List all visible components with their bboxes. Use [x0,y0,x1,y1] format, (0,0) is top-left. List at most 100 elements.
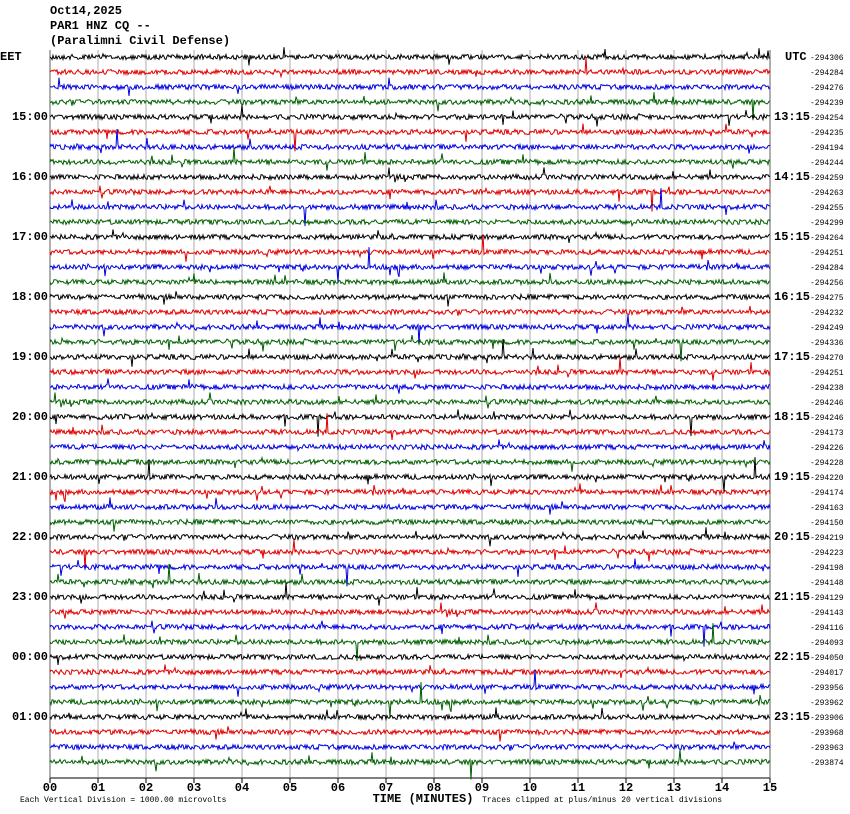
left-time-label: 23:00 [12,590,48,604]
trace-offset: -294239 [810,99,844,108]
left-zone: EET [0,50,22,64]
trace-offset: -294143 [810,609,844,618]
trace [49,682,771,718]
trace-offset: -294163 [810,504,844,513]
trace-offset: -293962 [810,699,844,708]
trace [49,652,771,665]
trace-offset: -294251 [810,249,844,258]
trace [49,664,771,678]
trace-offset: -294017 [810,669,844,678]
trace [49,146,771,171]
trace [49,392,771,409]
trace-offset: -294223 [810,549,844,558]
x-axis-label: TIME (MINUTES) [373,792,474,806]
trace [49,123,771,152]
trace-offset: -294226 [810,444,844,453]
trace-offset: -294251 [810,369,844,378]
right-zone: UTC [785,50,807,64]
trace-offset: -294284 [810,264,844,273]
trace [49,602,771,619]
trace [49,291,771,307]
trace-offset: -294148 [810,579,844,588]
scale-note: Each Vertical Division = 1000.00 microvo… [20,796,227,805]
trace [49,726,771,742]
right-time-label: 22:15 [774,650,810,664]
left-time-label: 16:00 [12,170,48,184]
trace-offset: -294174 [810,489,844,498]
trace [49,409,771,437]
right-time-label: 17:15 [774,350,810,364]
right-time-label: 19:15 [774,470,810,484]
trace-offset: -293874 [810,759,844,768]
left-time-label: 21:00 [12,470,48,484]
trace [49,188,771,227]
trace-offset: -294150 [810,519,844,528]
trace [49,104,771,127]
right-time-label: 16:15 [774,290,810,304]
trace [49,272,771,287]
left-time-label: 00:00 [12,650,48,664]
trace-offset: -294244 [810,159,844,168]
left-time-label: 01:00 [12,710,48,724]
trace [49,455,771,472]
trace-offset: -294050 [810,654,844,663]
trace-offset: -294255 [810,204,844,213]
trace-offset: -294276 [810,84,844,93]
trace-offset: -294173 [810,429,844,438]
right-time-label: 14:15 [774,170,810,184]
right-time-label: 18:15 [774,410,810,424]
trace [49,483,771,503]
x-tick-label: 13 [667,781,681,795]
trace [49,167,771,183]
trace [49,749,771,780]
right-time-label: 23:15 [774,710,810,724]
trace [49,185,771,212]
trace-offset: -293968 [810,729,844,738]
right-time-label: 15:15 [774,230,810,244]
x-tick-label: 01 [91,781,105,795]
trace-offset: -294116 [810,624,844,633]
trace [49,527,771,547]
trace-offset: -294249 [810,324,844,333]
trace-offset: -294235 [810,129,844,138]
x-tick-label: 11 [571,781,585,795]
trace-offset: -294246 [810,399,844,408]
trace-offset: -294263 [810,189,844,198]
trace [49,669,771,697]
trace-offset: -294219 [810,534,844,543]
x-tick-label: 14 [715,781,729,795]
trace-offset: -294228 [810,459,844,468]
trace-offset: -293956 [810,684,844,693]
trace-offset: -294129 [810,594,844,603]
trace [49,234,771,262]
trace [49,77,771,97]
title-line: Oct14,2025 [50,4,122,18]
trace-offset: -294264 [810,234,844,243]
trace [49,378,771,394]
trace [49,338,771,367]
trace [49,539,771,570]
trace-offset: -293963 [810,744,844,753]
trace [49,247,771,283]
trace [49,620,771,647]
left-time-label: 18:00 [12,290,48,304]
trace-offset: -294093 [810,639,844,648]
x-tick-label: 08 [427,781,441,795]
trace [49,356,771,381]
trace [49,229,770,243]
trace-offset: -294194 [810,144,844,153]
clip-note: Traces clipped at plus/minus 20 vertical… [482,796,722,805]
x-tick-label: 15 [763,781,777,795]
trace [49,335,771,362]
trace-offset: -294254 [810,114,844,123]
title-line: (Paralimni Civil Defense) [50,34,230,48]
trace-offset: -294246 [810,414,844,423]
x-tick-label: 00 [43,781,57,795]
left-time-label: 15:00 [12,110,48,124]
x-tick-label: 04 [235,781,249,795]
x-tick-label: 03 [187,781,201,795]
trace [49,563,771,589]
trace-offset: -294306 [810,54,844,63]
